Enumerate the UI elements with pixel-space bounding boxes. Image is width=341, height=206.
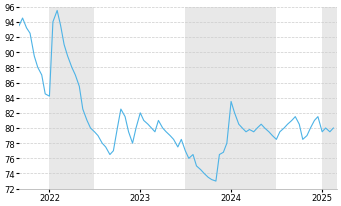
Bar [49,8,94,189]
Bar [185,8,276,189]
Bar [322,8,341,189]
